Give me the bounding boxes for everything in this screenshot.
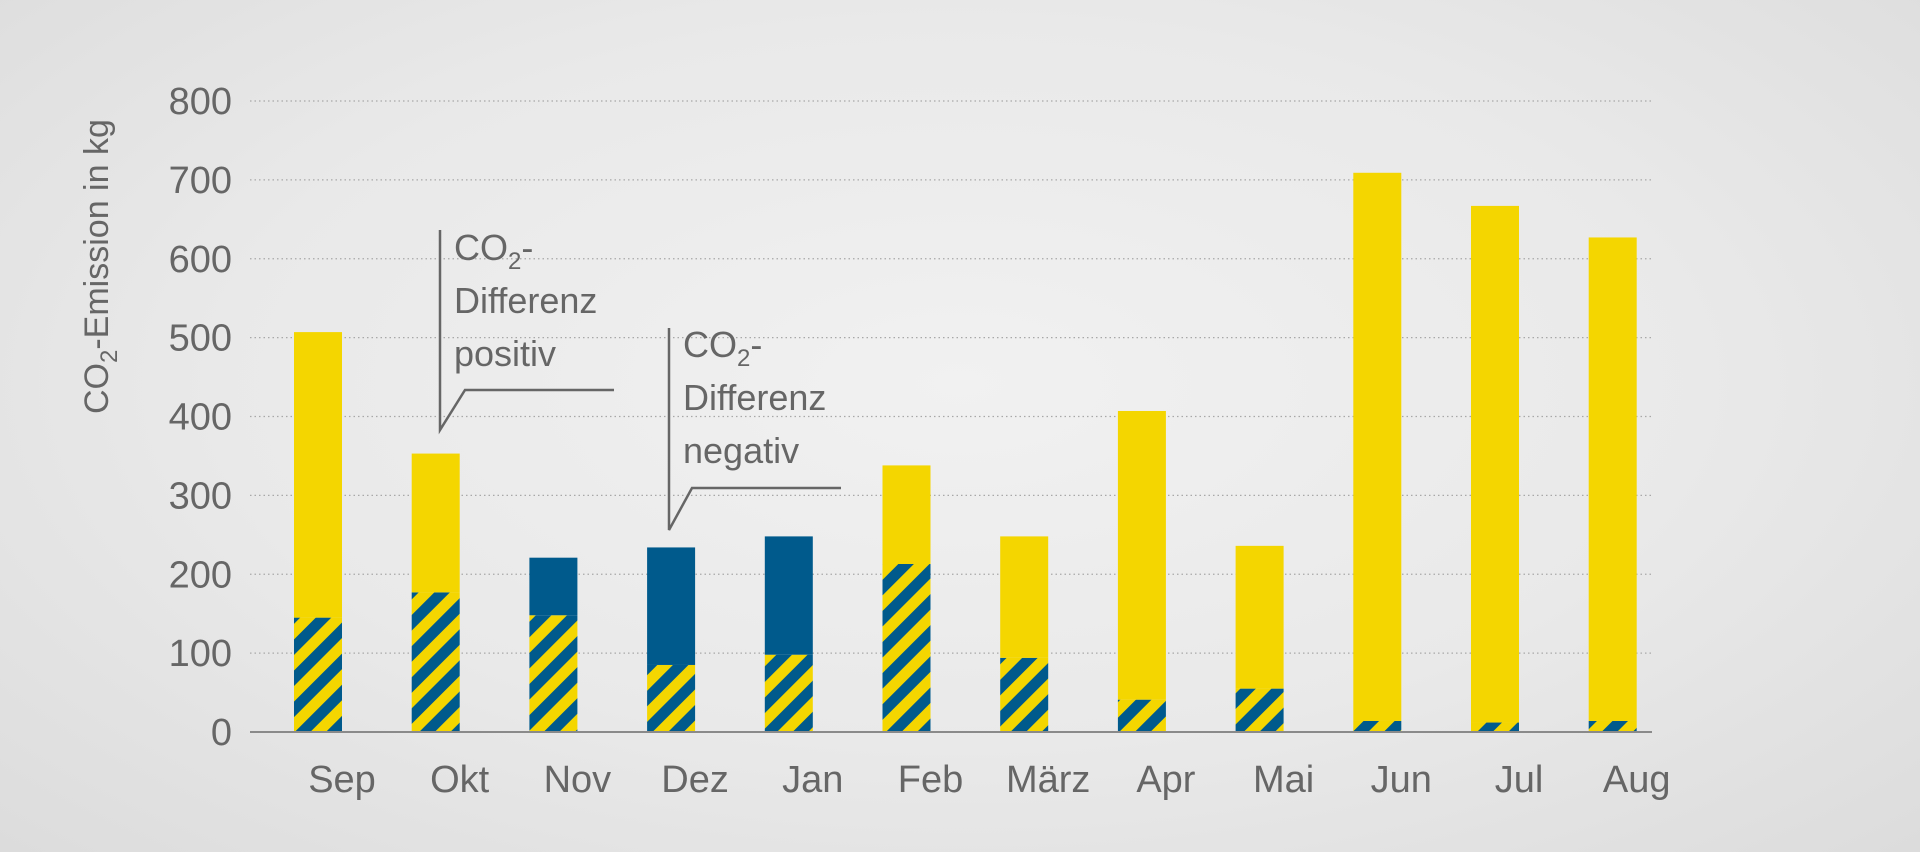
bar-segment-positive — [411, 453, 460, 593]
bar-segment-positive — [1471, 205, 1519, 723]
annotation-positive-line-1: CO2- — [454, 227, 533, 275]
annotation-positive-line-3: positiv — [454, 333, 556, 374]
x-tick-labels: Sep Okt Nov Dez Jan Feb März Apr Mai Jun Jul Aug — [308, 759, 1670, 801]
bar-segment-base — [1588, 720, 1637, 732]
annotation-pointer-negative — [667, 328, 841, 531]
bar-segment-base — [1235, 688, 1284, 732]
y-tick-label: 300 — [169, 475, 232, 517]
bar-segment-positive — [294, 332, 342, 618]
bar-segment-base — [764, 654, 813, 732]
y-tick-label: 800 — [169, 81, 232, 123]
annotation-negative-line-3: negativ — [683, 430, 799, 471]
y-tick-label: 700 — [169, 160, 232, 202]
x-tick-label: Mai — [1253, 759, 1314, 801]
bar-segment-base — [411, 592, 460, 732]
bar-segment-positive — [1588, 237, 1637, 721]
bar-segment-base — [294, 617, 342, 732]
bar-segment-negative — [764, 536, 813, 655]
x-tick-label: Dez — [661, 759, 729, 801]
x-tick-label: Apr — [1136, 759, 1195, 801]
bar-segment-base — [1471, 722, 1519, 732]
x-tick-label: Jun — [1371, 759, 1432, 801]
annotation-pointer-positive — [438, 230, 614, 435]
x-tick-label: Jul — [1495, 759, 1544, 801]
y-axis-title: CO2-Emission in kg — [78, 119, 123, 414]
x-tick-label: Aug — [1603, 759, 1671, 801]
y-tick-label: 400 — [169, 397, 232, 439]
bar-segment-positive — [882, 465, 931, 564]
annotation-negative-line-1: CO2- — [683, 324, 762, 372]
annotation-positive-line-2: Differenz — [454, 280, 597, 321]
bar-segment-positive — [1117, 410, 1166, 700]
x-tick-label: Okt — [430, 759, 490, 801]
bar-segment-base — [529, 615, 578, 732]
bar-segment-positive — [1353, 172, 1402, 721]
y-tick-label: 100 — [169, 633, 232, 675]
annotation-co2-difference-negative: CO2- Differenz negativ — [667, 324, 841, 531]
bar-segment-negative — [529, 557, 578, 616]
bars — [294, 172, 1637, 732]
y-tick-label: 0 — [211, 712, 232, 754]
annotation-co2-difference-positive: CO2- Differenz positiv — [438, 227, 614, 435]
annotation-negative-line-2: Differenz — [683, 377, 826, 418]
y-tick-label: 600 — [169, 239, 232, 281]
bar-segment-base — [1353, 720, 1402, 732]
bar-segment-positive — [1000, 536, 1049, 658]
bar-segment-base — [1000, 657, 1049, 732]
y-tick-labels: 0 100 200 300 400 500 600 700 800 — [169, 81, 232, 754]
x-tick-label: Jan — [782, 759, 843, 801]
y-tick-label: 200 — [169, 554, 232, 596]
bar-segment-positive — [1235, 545, 1284, 689]
bar-segment-base — [882, 563, 931, 732]
gridlines — [250, 100, 1652, 654]
bar-segment-base — [1117, 699, 1166, 732]
bar-segment-negative — [647, 547, 696, 665]
bar-segment-base — [647, 664, 696, 732]
x-tick-label: Sep — [308, 759, 376, 801]
x-tick-label: März — [1006, 759, 1090, 801]
x-tick-label: Feb — [898, 759, 963, 801]
x-tick-label: Nov — [544, 759, 612, 801]
y-tick-label: 500 — [169, 318, 232, 360]
